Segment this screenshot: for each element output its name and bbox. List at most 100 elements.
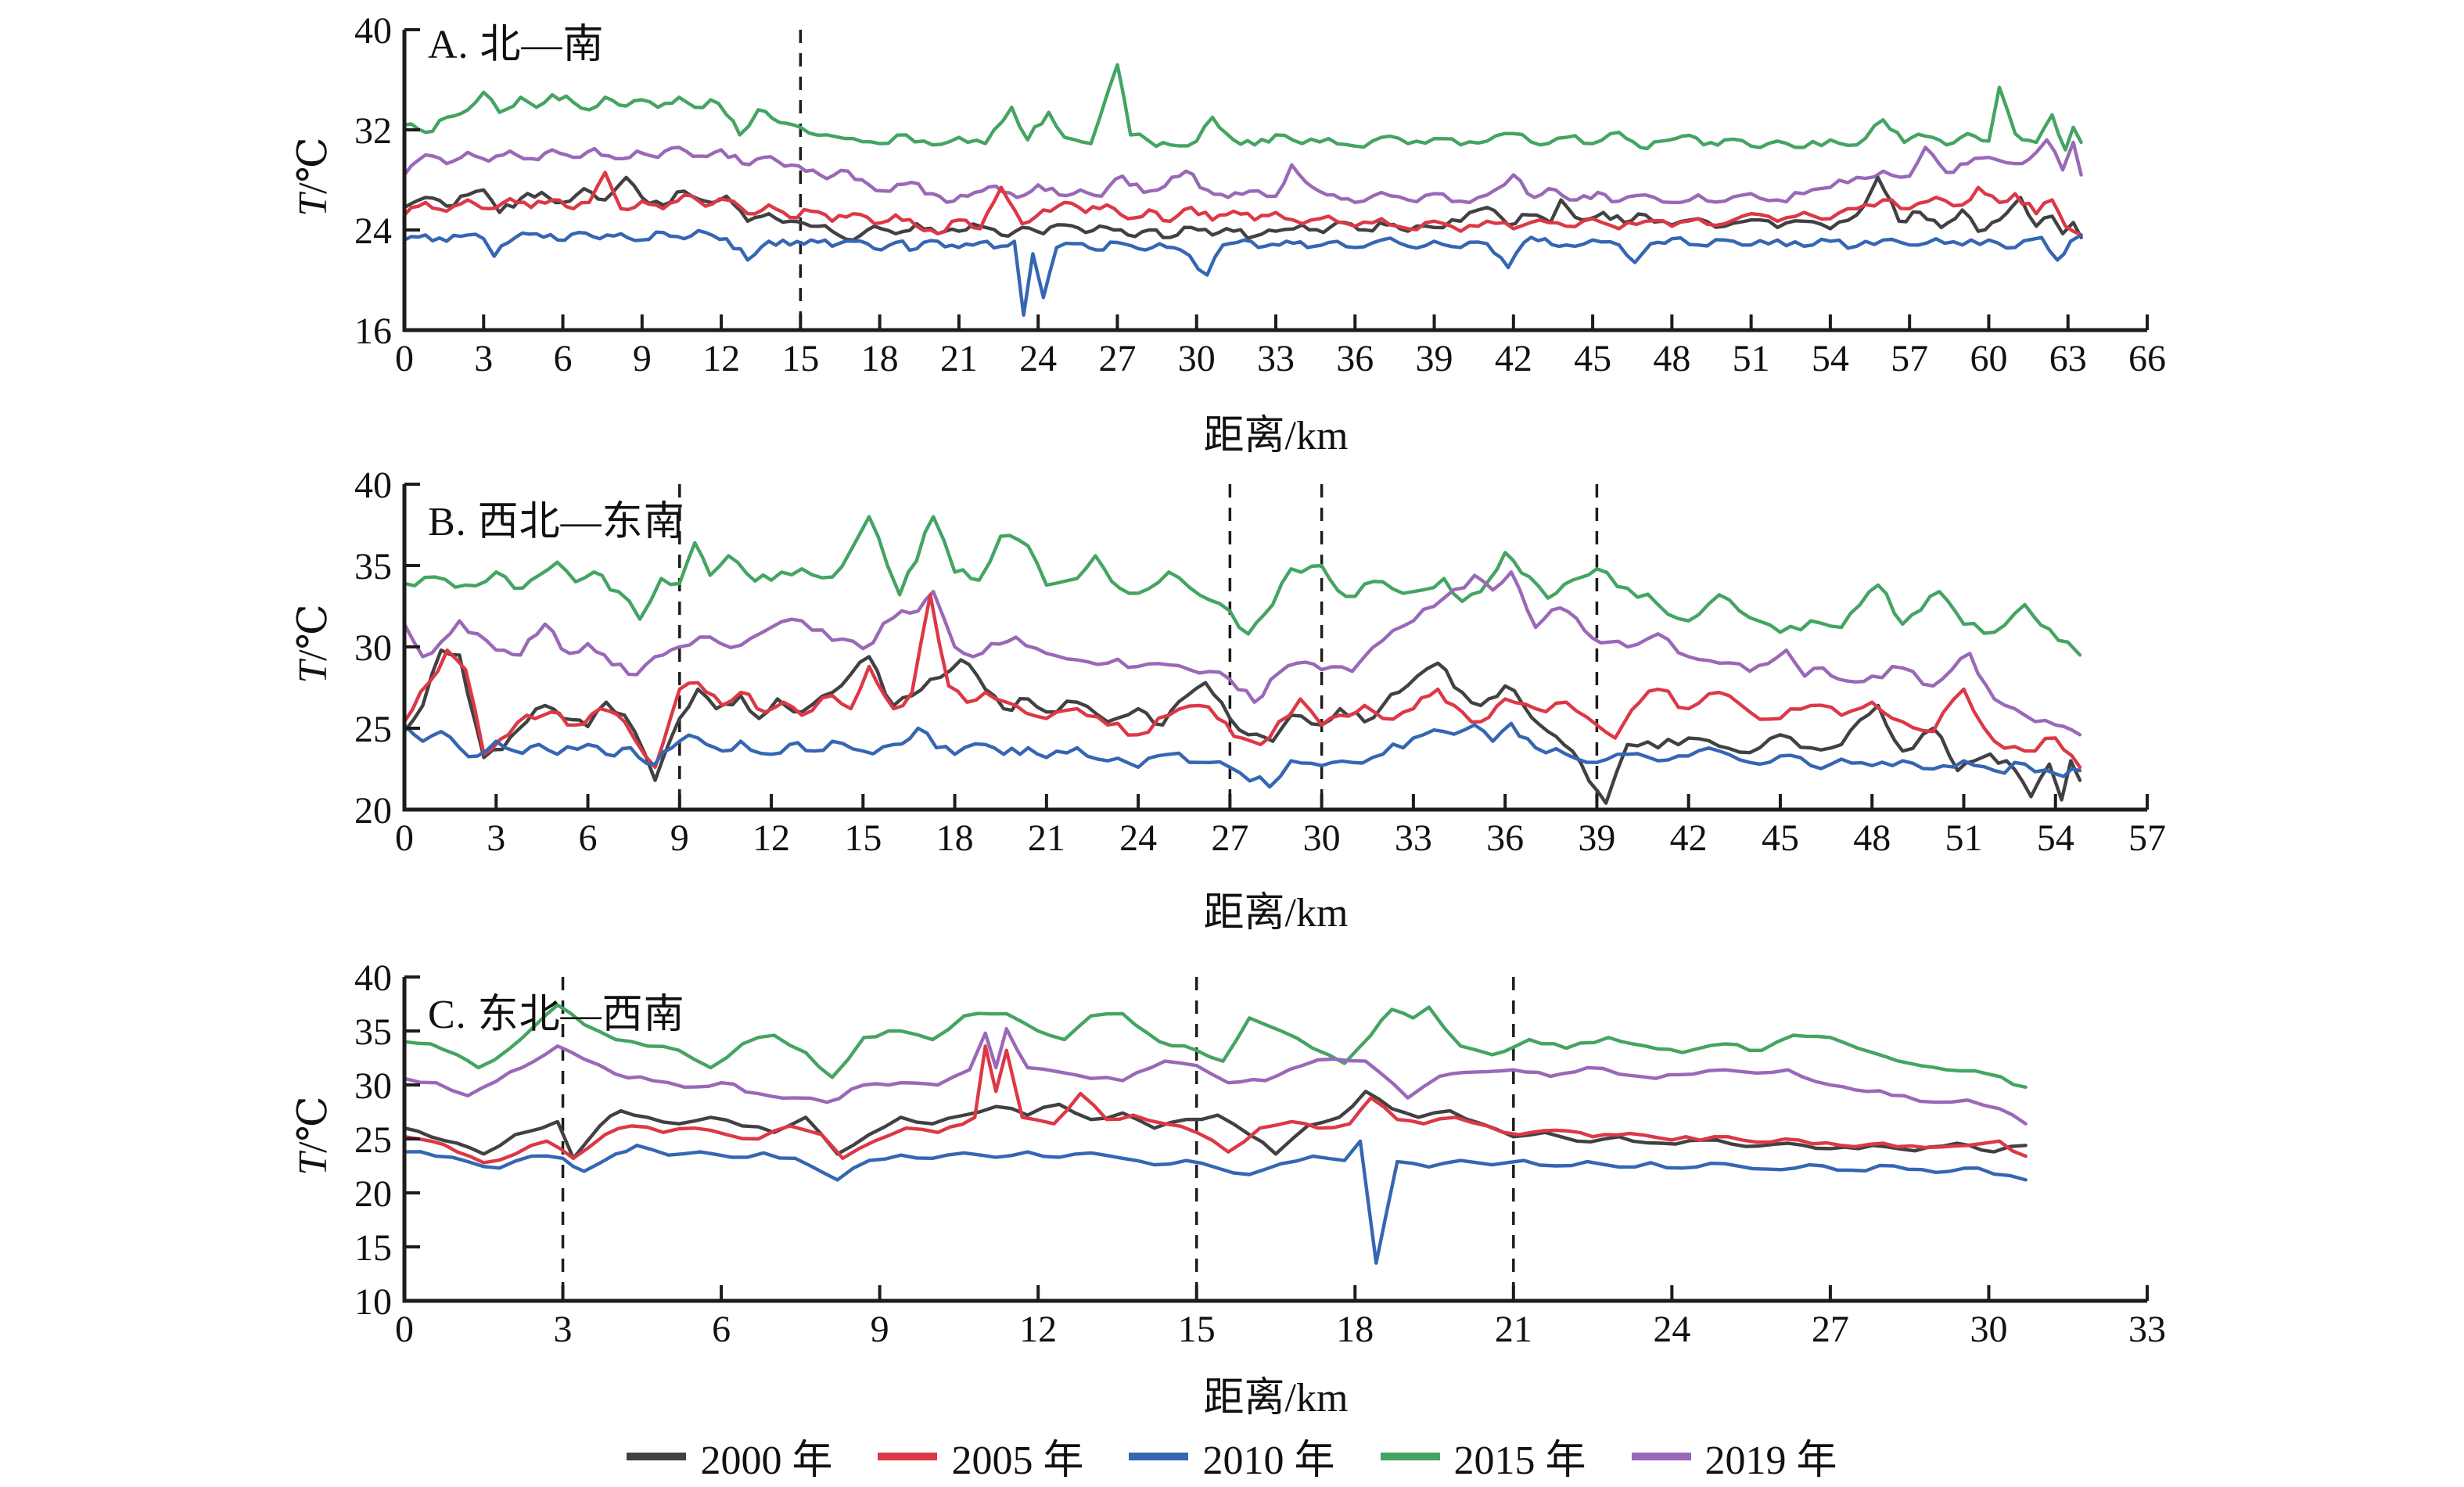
panel-b: 0 3 6 9 12 15 18 21 24 27 30 33 36 39 42 45 48 51 54 572025…	[354, 465, 2166, 859]
y-tick-label: 10	[354, 1281, 392, 1323]
series-2015年	[402, 63, 2083, 152]
x-tick-label: 0	[395, 817, 414, 859]
x-tick-label: 6	[712, 1309, 731, 1350]
x-tick-label: 27	[1211, 817, 1248, 859]
y-label-symbol: T	[291, 660, 336, 684]
legend: 2000 年 2005 年 2010 年 2015 年 2019 年	[0, 1427, 2464, 1485]
x-tick-label: 45	[1762, 817, 1799, 859]
x-tick-label: 12	[752, 817, 790, 859]
x-tick-label: 27	[1098, 338, 1136, 379]
x-tick-label: 21	[940, 338, 978, 379]
x-tick-label: 9	[633, 338, 652, 379]
x-tick-label: 3	[554, 1309, 573, 1350]
x-tick-label: 48	[1853, 817, 1891, 859]
series-2000年	[402, 175, 2083, 242]
series-2005年	[402, 1044, 2028, 1165]
x-tick-label: 21	[1028, 817, 1065, 859]
y-tick-label: 30	[354, 627, 392, 669]
panel-b-x-axis-label: 距离/km	[1203, 891, 1349, 936]
panel-b-title: B. 西北—东南	[428, 500, 685, 544]
x-tick-label: 0	[395, 338, 414, 379]
x-tick-label: 15	[1178, 1309, 1216, 1350]
x-tick-label: 51	[1733, 338, 1770, 379]
x-tick-label: 18	[1336, 1309, 1374, 1350]
x-tick-label: 57	[1891, 338, 1928, 379]
y-label-symbol: T	[291, 1152, 336, 1176]
series-2019年	[402, 138, 2083, 205]
x-tick-label: 45	[1574, 338, 1611, 379]
x-tick-label: 39	[1578, 817, 1615, 859]
panel-c-title: C. 东北—西南	[428, 993, 685, 1037]
x-tick-label: 63	[2049, 338, 2087, 379]
legend-label-2015: 2015 年	[1453, 1439, 1586, 1483]
legend-item-2019: 2019 年	[1631, 1427, 1837, 1485]
x-tick-label: 24	[1653, 1309, 1690, 1350]
series-2010年	[402, 1139, 2028, 1265]
x-tick-label: 30	[1178, 338, 1216, 379]
x-tick-label: 24	[1019, 338, 1057, 379]
panel-b-y-axis-label: T/℃	[289, 556, 336, 731]
x-tick-label: 9	[670, 817, 689, 859]
series-2010年	[402, 228, 2083, 317]
x-tick-label: 27	[1812, 1309, 1849, 1350]
y-tick-label: 20	[354, 1173, 392, 1215]
series-2019年	[402, 1027, 2028, 1126]
panel-c-x-axis-label: 距离/km	[1203, 1376, 1349, 1421]
x-tick-label: 12	[1019, 1309, 1057, 1350]
panel-a-x-axis-label: 距离/km	[1203, 414, 1349, 458]
x-tick-label: 57	[2128, 817, 2166, 859]
y-label-unit: /℃	[291, 604, 336, 661]
legend-swatch-2005	[878, 1452, 938, 1460]
series-2010年	[402, 721, 2082, 789]
legend-label-2005: 2005 年	[951, 1439, 1084, 1483]
x-tick-label: 30	[1970, 1309, 2007, 1350]
x-tick-label: 24	[1119, 817, 1157, 859]
y-tick-label: 25	[354, 1119, 392, 1161]
x-tick-label: 42	[1495, 338, 1532, 379]
x-tick-label: 6	[579, 817, 598, 859]
x-tick-label: 18	[936, 817, 974, 859]
x-tick-label: 33	[1257, 338, 1295, 379]
x-tick-label: 0	[395, 1309, 414, 1350]
panel-c-y-axis-label: T/℃	[289, 1048, 336, 1223]
x-tick-label: 51	[1945, 817, 1982, 859]
x-tick-label: 66	[2128, 338, 2166, 379]
series-2000年	[402, 648, 2082, 805]
x-tick-label: 36	[1336, 338, 1374, 379]
legend-swatch-2010	[1129, 1452, 1189, 1460]
legend-swatch-2000	[627, 1452, 687, 1460]
series-2015年	[402, 1003, 2028, 1089]
x-tick-label: 9	[871, 1309, 889, 1350]
y-tick-label: 35	[354, 546, 392, 587]
y-tick-label: 24	[354, 210, 392, 252]
x-tick-label: 36	[1486, 817, 1524, 859]
panel-a-title: A. 北—南	[428, 23, 605, 67]
y-label-unit: /℃	[291, 1096, 336, 1153]
x-tick-label: 15	[781, 338, 819, 379]
y-tick-label: 40	[354, 957, 392, 999]
y-tick-label: 30	[354, 1065, 392, 1107]
legend-label-2010: 2010 年	[1202, 1439, 1335, 1483]
x-tick-label: 33	[1395, 817, 1432, 859]
x-tick-label: 18	[861, 338, 899, 379]
series-2005年	[402, 593, 2082, 770]
panel-c: 0 3 6 9 12 15 18 21 24 27 30 33 10 15 20 25 30 35 40	[354, 957, 2166, 1350]
y-tick-label: 16	[354, 311, 392, 352]
y-tick-label: 20	[354, 790, 392, 831]
y-tick-label: 32	[354, 110, 392, 152]
x-tick-label: 54	[1812, 338, 1849, 379]
x-tick-label: 48	[1653, 338, 1690, 379]
series-2005年	[402, 171, 2083, 237]
legend-swatch-2019	[1631, 1452, 1691, 1460]
x-tick-label: 3	[487, 817, 505, 859]
series-2000年	[402, 1090, 2028, 1160]
y-tick-label: 35	[354, 1011, 392, 1053]
x-tick-label: 42	[1670, 817, 1708, 859]
x-tick-label: 3	[474, 338, 493, 379]
x-tick-label: 39	[1416, 338, 1453, 379]
y-tick-label: 40	[354, 465, 392, 506]
legend-item-2000: 2000 年	[627, 1427, 832, 1485]
y-label-unit: /℃	[291, 137, 336, 194]
